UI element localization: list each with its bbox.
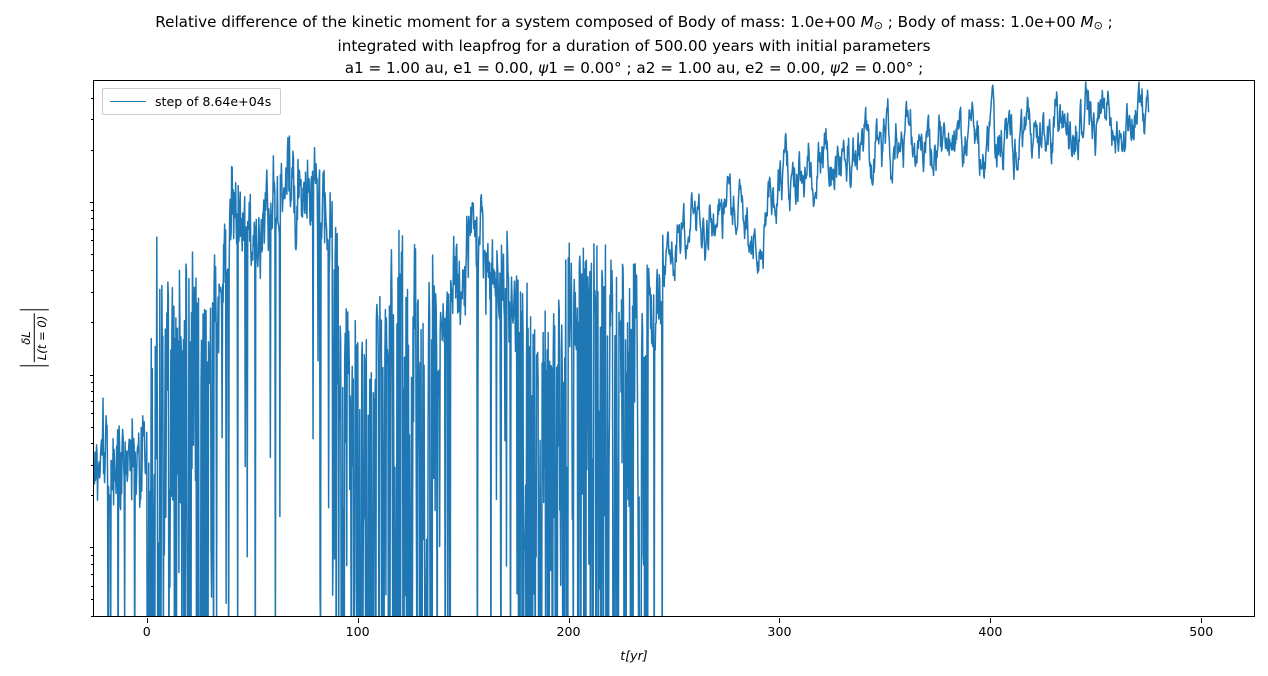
title-line-2: integrated with leapfrog for a duration … (337, 37, 931, 56)
y-axis-label: δL L(t = 0) (18, 309, 49, 367)
y-tick-minor (91, 401, 94, 403)
solar-mass-symbol: ⊙ (873, 18, 883, 32)
plot-area (94, 81, 1254, 616)
y-tick-minor (91, 574, 94, 575)
y-tick-minor (91, 270, 94, 272)
chart-title: Relative difference of the kinetic momen… (0, 12, 1268, 79)
y-tick-minor (91, 391, 94, 393)
y-tick-minor (91, 555, 94, 557)
x-tick-label: 400 (978, 624, 1003, 639)
x-tick-label: 200 (556, 624, 581, 639)
data-curve (94, 81, 1150, 616)
y-tick-minor (91, 218, 94, 220)
x-tick-label: 300 (767, 624, 792, 639)
y-tick-minor (91, 443, 94, 445)
y-tick-minor (91, 599, 94, 601)
y-tick-minor (91, 119, 94, 121)
y-tick-minor (91, 97, 94, 99)
y-tick-major (89, 374, 94, 376)
y-tick-minor (91, 382, 94, 384)
y-tick-major (89, 201, 94, 203)
x-tick-label: 500 (1189, 624, 1214, 639)
y-tick-minor (91, 292, 94, 294)
x-tick-label: 0 (142, 624, 151, 639)
y-tick-major (89, 547, 94, 549)
x-axis-label: t[yr] (620, 648, 648, 663)
title-line-1: Relative difference of the kinetic momen… (155, 13, 1113, 32)
y-tick-minor (91, 495, 94, 497)
y-tick-minor (91, 253, 94, 255)
x-tick-major (1201, 618, 1203, 623)
x-tick-label: 100 (345, 624, 370, 639)
x-tick-major (146, 618, 148, 623)
y-tick-minor (91, 240, 94, 242)
x-tick-major (357, 618, 359, 623)
y-tick-minor (91, 228, 94, 230)
y-tick-minor (91, 563, 94, 565)
y-tick-minor (91, 209, 94, 211)
absolute-value-bars: δL L(t = 0) (18, 309, 49, 367)
y-tick-minor (91, 426, 94, 428)
y-tick-minor (91, 616, 94, 617)
legend-label: step of 8.64e+04s (155, 94, 272, 109)
title-line-3: a1 = 1.00 au, e1 = 0.00, ψ1 = 0.00° ; a2… (344, 58, 924, 77)
fraction: δL L(t = 0) (18, 313, 49, 363)
x-tick-major (779, 618, 781, 623)
y-tick-minor (91, 412, 94, 414)
solar-mass-symbol: ⊙ (1093, 18, 1103, 32)
y-tick-minor (91, 322, 94, 324)
y-tick-minor (91, 149, 94, 151)
legend-line-swatch (110, 101, 146, 102)
y-tick-minor (91, 464, 94, 466)
series-line (94, 81, 1150, 616)
x-tick-major (990, 618, 992, 623)
y-tick-minor (91, 585, 94, 587)
legend: step of 8.64e+04s (102, 88, 282, 115)
x-tick-major (568, 618, 570, 623)
